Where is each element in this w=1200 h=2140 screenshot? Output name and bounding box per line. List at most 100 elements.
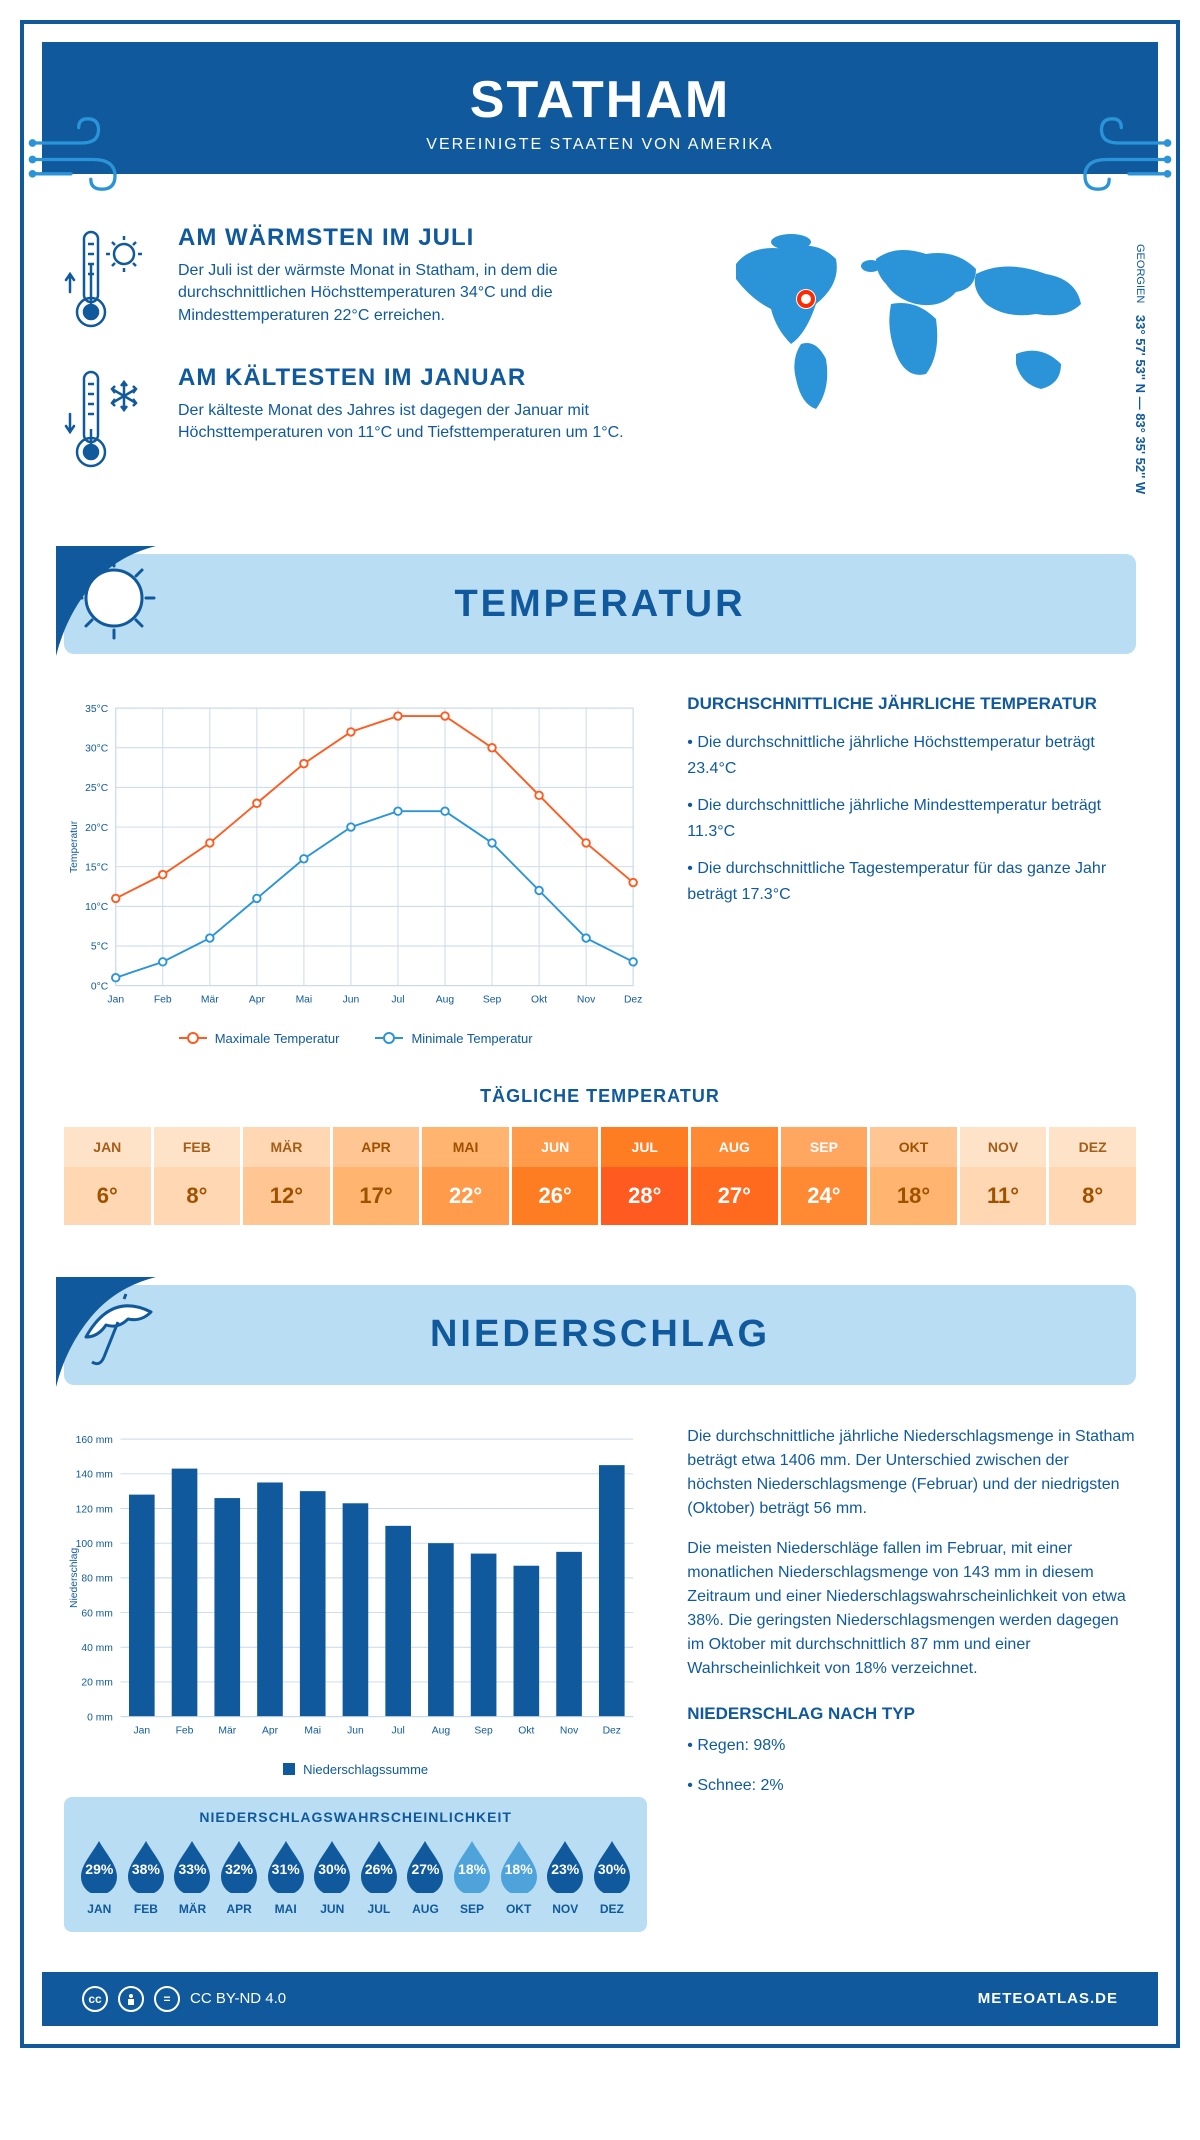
temp-summary-heading: DURCHSCHNITTLICHE JÄHRLICHE TEMPERATUR <box>687 694 1136 714</box>
svg-text:Jul: Jul <box>391 995 404 1006</box>
svg-text:Dez: Dez <box>603 1725 621 1736</box>
coldest-text: Der kälteste Monat des Jahres ist dagege… <box>178 400 676 445</box>
temperature-summary: DURCHSCHNITTLICHE JÄHRLICHE TEMPERATUR •… <box>687 694 1136 1046</box>
prob-drop: 33% MÄR <box>170 1837 214 1916</box>
svg-text:Feb: Feb <box>176 1725 194 1736</box>
footer: cc = CC BY-ND 4.0 METEOATLAS.DE <box>42 1972 1158 2026</box>
prob-drop: 29% JAN <box>77 1837 121 1916</box>
temperature-header: TEMPERATUR <box>64 554 1136 654</box>
temp-col: FEB 8° <box>154 1127 241 1225</box>
svg-text:Nov: Nov <box>560 1725 579 1736</box>
temp-col: APR 17° <box>333 1127 420 1225</box>
brand-text: METEOATLAS.DE <box>978 1990 1118 2007</box>
prob-drop: 18% OKT <box>497 1837 541 1916</box>
svg-text:Jan: Jan <box>107 995 124 1006</box>
header-banner: STATHAM VEREINIGTE STAATEN VON AMERIKA <box>42 42 1158 174</box>
prob-drop: 27% AUG <box>403 1837 447 1916</box>
prob-drop: 31% MAI <box>264 1837 308 1916</box>
coldest-title: AM KÄLTESTEN IM JANUAR <box>178 364 676 392</box>
precip-p2: Die meisten Niederschläge fallen im Febr… <box>687 1537 1136 1681</box>
cc-icon: cc <box>82 1986 108 2012</box>
svg-text:Jun: Jun <box>343 995 360 1006</box>
temp-col: JUL 28° <box>601 1127 688 1225</box>
svg-text:10°C: 10°C <box>85 902 109 913</box>
prob-drop: 32% APR <box>217 1837 261 1916</box>
coord-text: 33° 57' 53'' N — 83° 35' 52'' W <box>1133 315 1148 494</box>
temp-col: OKT 18° <box>870 1127 957 1225</box>
nd-icon: = <box>154 1986 180 2012</box>
temp-col: SEP 24° <box>781 1127 868 1225</box>
svg-text:Sep: Sep <box>474 1725 493 1736</box>
prob-drop: 30% JUN <box>310 1837 354 1916</box>
temperature-title: TEMPERATUR <box>454 583 745 626</box>
precip-type-heading: NIEDERSCHLAG NACH TYP <box>687 1701 1136 1727</box>
svg-text:140 mm: 140 mm <box>76 1469 113 1480</box>
svg-text:Sep: Sep <box>483 995 502 1006</box>
temp-col: NOV 11° <box>960 1127 1047 1225</box>
svg-text:Mär: Mär <box>218 1725 236 1736</box>
precipitation-summary: Die durchschnittliche jährliche Niedersc… <box>687 1425 1136 1932</box>
svg-text:Aug: Aug <box>436 995 455 1006</box>
svg-text:80 mm: 80 mm <box>81 1573 113 1584</box>
temp-col: JAN 6° <box>64 1127 151 1225</box>
intro-section: AM WÄRMSTEN IM JULI Der Juli ist der wär… <box>24 174 1176 534</box>
svg-text:Apr: Apr <box>262 1725 279 1736</box>
page-subtitle: VEREINIGTE STAATEN VON AMERIKA <box>62 136 1138 154</box>
precip-type1: • Regen: 98% <box>687 1734 1136 1758</box>
svg-text:Aug: Aug <box>432 1725 451 1736</box>
svg-text:160 mm: 160 mm <box>76 1435 113 1446</box>
temperature-chart: 0°C5°C10°C15°C20°C25°C30°C35°CJanFebMärA… <box>64 694 647 1046</box>
temp-summary-p1: • Die durchschnittliche jährliche Höchst… <box>687 730 1136 781</box>
coord-region: GEORGIEN <box>1134 244 1146 303</box>
temp-col: JUN 26° <box>512 1127 599 1225</box>
svg-text:0°C: 0°C <box>91 981 109 992</box>
temp-col: MAI 22° <box>422 1127 509 1225</box>
svg-text:5°C: 5°C <box>91 942 109 953</box>
precipitation-header: NIEDERSCHLAG <box>64 1285 1136 1385</box>
svg-text:30°C: 30°C <box>85 744 109 755</box>
svg-text:Dez: Dez <box>624 995 642 1006</box>
svg-text:15°C: 15°C <box>85 862 109 873</box>
svg-text:35°C: 35°C <box>85 704 109 715</box>
temp-summary-p2: • Die durchschnittliche jährliche Mindes… <box>687 793 1136 844</box>
probability-band: NIEDERSCHLAGSWAHRSCHEINLICHKEIT 29% JAN … <box>64 1797 647 1932</box>
svg-text:20 mm: 20 mm <box>81 1678 113 1689</box>
page-title: STATHAM <box>62 70 1138 130</box>
legend-min: Minimale Temperatur <box>375 1031 532 1046</box>
svg-text:Mai: Mai <box>304 1725 321 1736</box>
prob-drop: 18% SEP <box>450 1837 494 1916</box>
world-map-icon <box>716 224 1096 424</box>
prob-drop: 26% JUL <box>357 1837 401 1916</box>
legend-max: Maximale Temperatur <box>179 1031 340 1046</box>
wind-icon-right <box>1063 109 1173 199</box>
svg-text:Okt: Okt <box>518 1725 534 1736</box>
svg-text:Jul: Jul <box>392 1725 405 1736</box>
prob-drop: 23% NOV <box>543 1837 587 1916</box>
svg-text:60 mm: 60 mm <box>81 1608 113 1619</box>
svg-text:Temperatur: Temperatur <box>69 820 80 873</box>
wind-icon-left <box>27 109 137 199</box>
svg-text:20°C: 20°C <box>85 823 109 834</box>
warmest-block: AM WÄRMSTEN IM JULI Der Juli ist der wär… <box>64 224 676 334</box>
page-frame: STATHAM VEREINIGTE STAATEN VON AMERIKA <box>20 20 1180 2048</box>
svg-text:Niederschlag: Niederschlag <box>69 1547 80 1608</box>
license-text: CC BY-ND 4.0 <box>190 1990 286 2007</box>
by-icon <box>118 1986 144 2012</box>
svg-text:Mär: Mär <box>201 995 219 1006</box>
prob-drop: 30% DEZ <box>590 1837 634 1916</box>
precipitation-chart: 0 mm20 mm40 mm60 mm80 mm100 mm120 mm140 … <box>64 1425 647 1777</box>
temp-col: AUG 27° <box>691 1127 778 1225</box>
svg-text:120 mm: 120 mm <box>76 1504 113 1515</box>
precipitation-title: NIEDERSCHLAG <box>430 1313 770 1356</box>
svg-text:Nov: Nov <box>577 995 596 1006</box>
temp-col: DEZ 8° <box>1049 1127 1136 1225</box>
svg-text:Apr: Apr <box>249 995 266 1006</box>
warmest-text: Der Juli ist der wärmste Monat in Statha… <box>178 260 676 327</box>
sun-section-icon <box>56 546 176 666</box>
svg-text:Jan: Jan <box>133 1725 150 1736</box>
thermometer-snow-icon <box>64 364 154 474</box>
daily-temp-heading: TÄGLICHE TEMPERATUR <box>64 1086 1136 1107</box>
svg-text:Jun: Jun <box>347 1725 364 1736</box>
coldest-block: AM KÄLTESTEN IM JANUAR Der kälteste Mona… <box>64 364 676 474</box>
temp-summary-p3: • Die durchschnittliche Tagestemperatur … <box>687 856 1136 907</box>
